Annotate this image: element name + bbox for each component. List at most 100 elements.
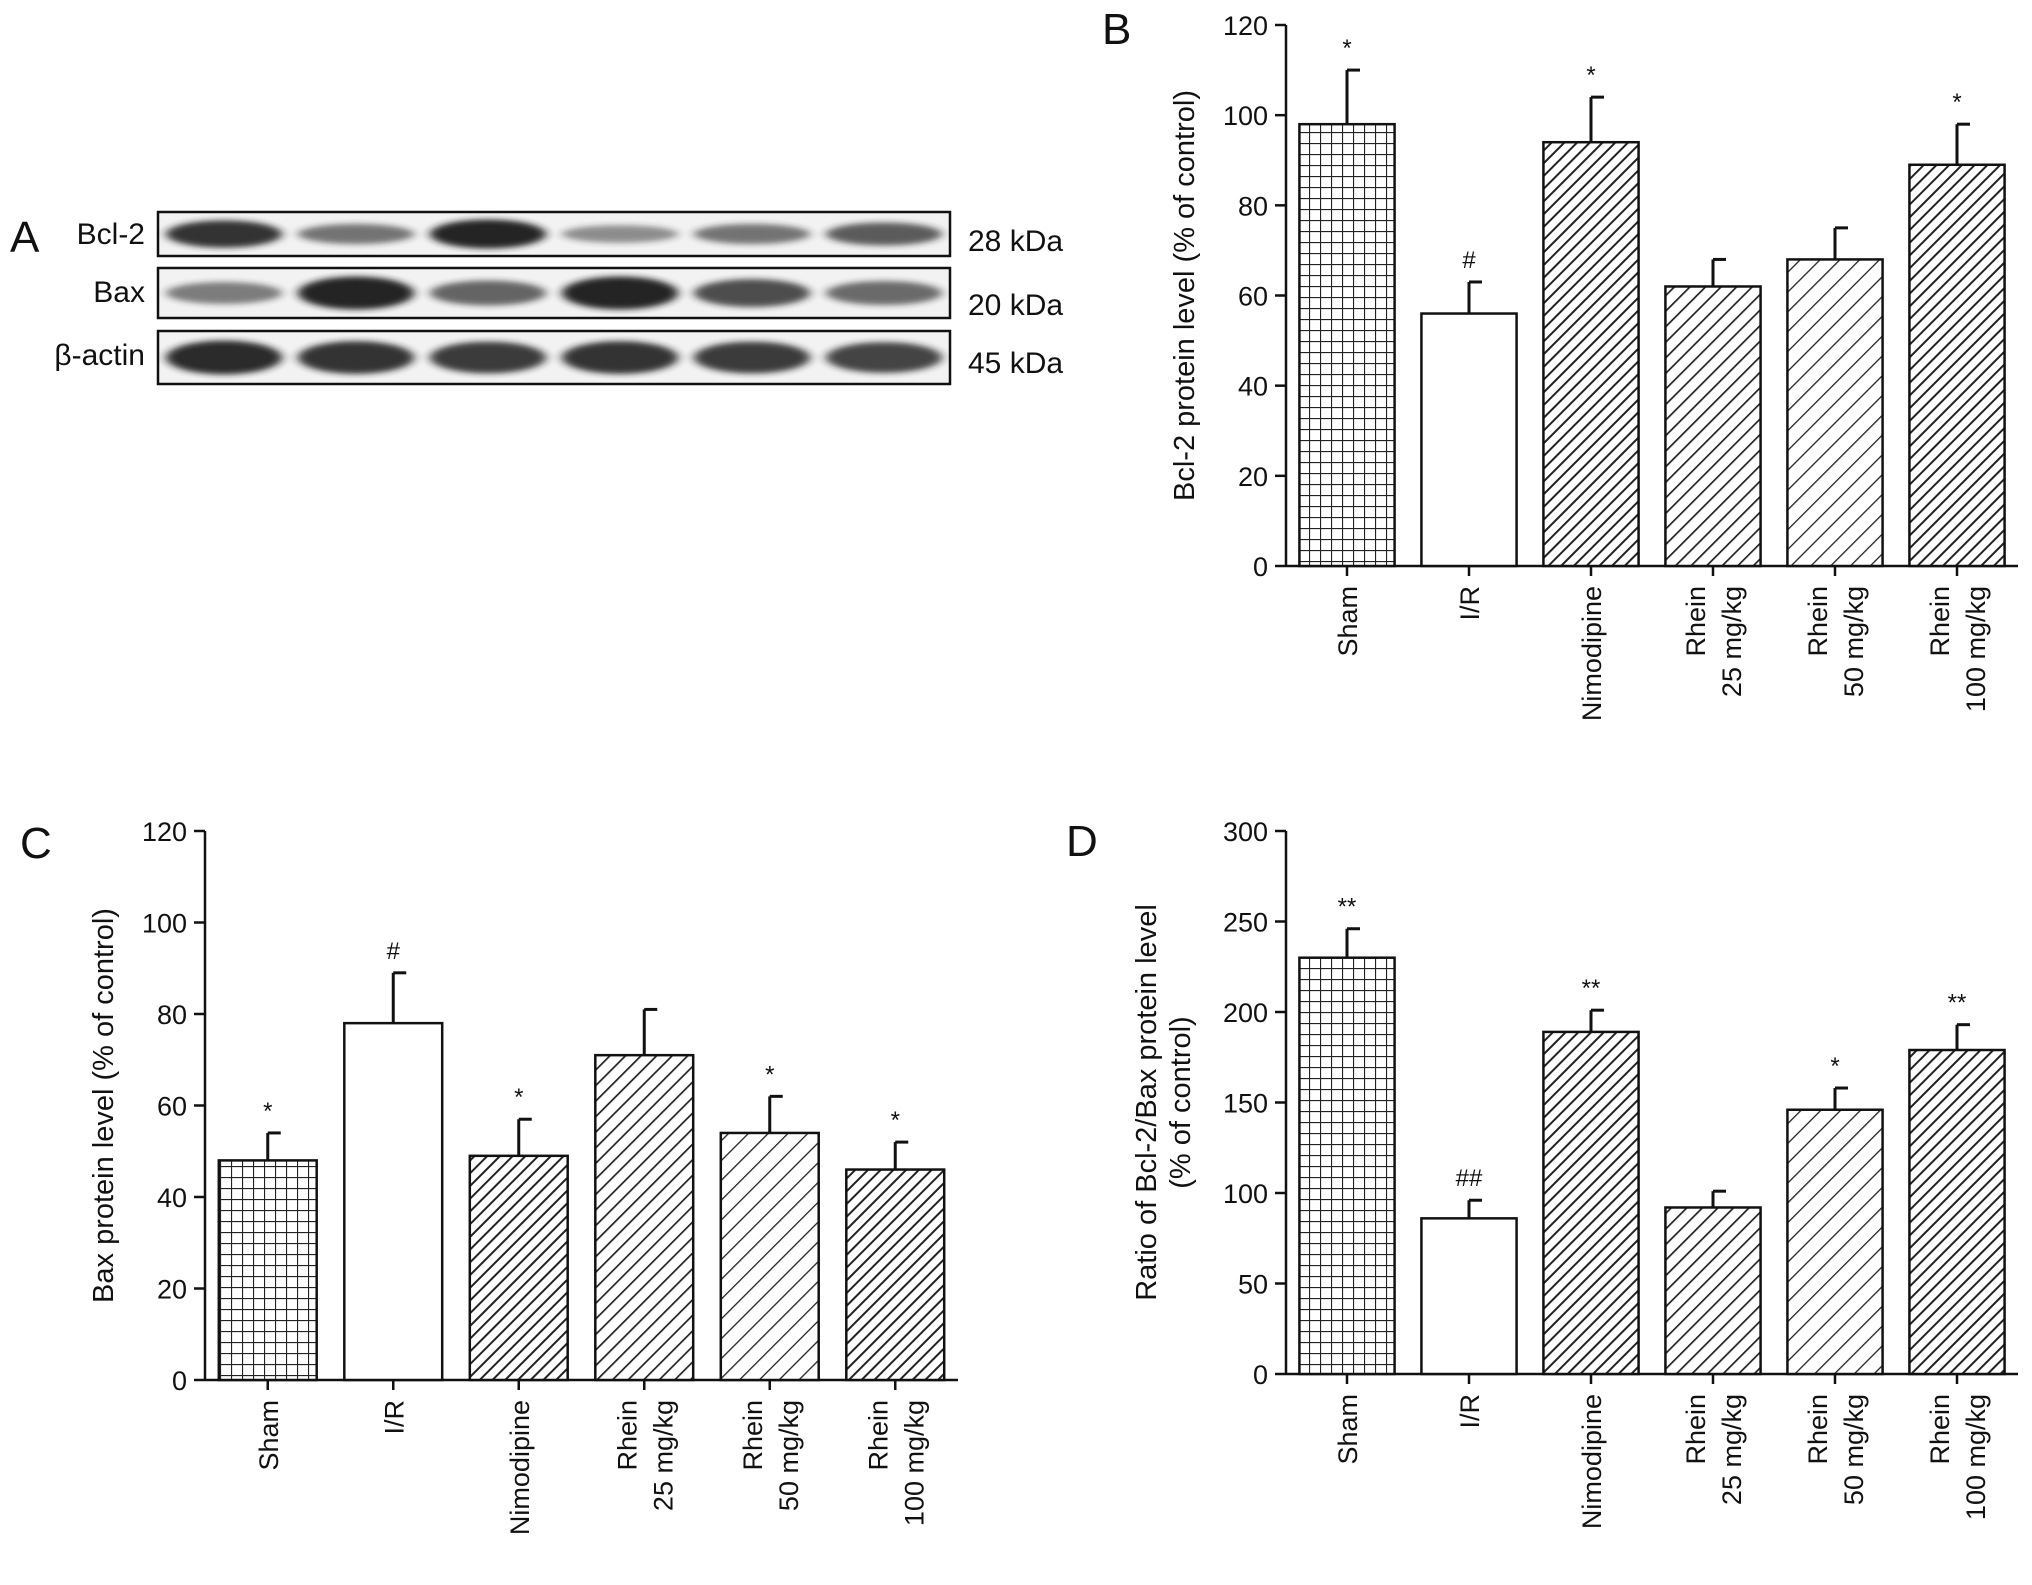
bar-b-rhein-100-mg-kg	[1908, 163, 2006, 568]
y-tick-label-b: 100	[1223, 101, 1268, 131]
x-category-label-c-rhein-100-mg-kg: Rhein	[863, 1400, 893, 1471]
significance-mark-c-rhein-50-mg-kg: *	[765, 1061, 774, 1088]
bar-d-nimodipine	[1542, 1030, 1640, 1376]
bar-c-sham	[217, 1159, 318, 1382]
x-category-label-d-nimodipine: Nimodipine	[1577, 1394, 1607, 1529]
x-category-label-b-rhein-25-mg-kg: Rhein	[1681, 586, 1711, 657]
x-category-label-c-i-r: I/R	[379, 1400, 409, 1435]
significance-mark-b-nimodipine: *	[1586, 62, 1595, 89]
bar-c-rhein-100-mg-kg	[845, 1168, 946, 1382]
blot-band-bcl-2-lane-5	[693, 223, 811, 245]
blot-band-actin-lane-1	[165, 340, 283, 375]
panel-letter-b: B	[1102, 5, 1131, 54]
bar-c-rhein-25-mg-kg	[594, 1053, 695, 1382]
y-axis-label-d: Ratio of Bcl-2/Bax protein level	[1131, 904, 1163, 1301]
blot-band-actin-lane-3	[429, 341, 547, 374]
y-tick-label-b: 0	[1253, 552, 1268, 582]
bar-d-rhein-100-mg-kg	[1908, 1048, 2006, 1376]
blot-band-bax-lane-1	[165, 282, 283, 304]
y-tick-label-d: 250	[1223, 908, 1268, 938]
x-category-label-c-rhein-100-mg-kg: 100 mg/kg	[899, 1400, 929, 1526]
bar-d-i-r	[1420, 1217, 1518, 1376]
significance-mark-d-sham: **	[1338, 894, 1357, 921]
y-tick-label-d: 150	[1223, 1089, 1268, 1119]
significance-mark-d-nimodipine: **	[1582, 975, 1601, 1002]
panel-letter-a: A	[10, 213, 40, 262]
chart-panel-c: 0 20 40 60 80 100 120 Bax protein level (% of c…	[88, 817, 958, 1535]
y-axis-label-c: Bax protein level (% of control)	[88, 908, 120, 1303]
bar-b-rhein-50-mg-kg	[1786, 258, 1884, 568]
x-category-label-c-nimodipine: Nimodipine	[505, 1400, 535, 1535]
y-tick-label-b: 120	[1223, 11, 1268, 41]
bar-b-sham	[1298, 122, 1396, 568]
bar-d-rhein-25-mg-kg	[1664, 1206, 1762, 1376]
y-axis-label-b: Bcl-2 protein level (% of control)	[1169, 90, 1201, 501]
y-tick-label-c: 40	[157, 1183, 187, 1213]
x-category-label-b-sham: Sham	[1333, 586, 1363, 657]
x-category-label-d-rhein-25-mg-kg: 25 mg/kg	[1717, 1394, 1747, 1505]
x-category-label-b-rhein-25-mg-kg: 25 mg/kg	[1717, 586, 1747, 697]
blot-band-bcl-2-lane-1	[165, 220, 283, 248]
blot-band-bcl-2-lane-3	[429, 219, 547, 249]
blot-label-bax: Bax	[93, 276, 145, 309]
significance-mark-c-rhein-100-mg-kg: *	[891, 1107, 900, 1134]
blot-band-bax-lane-6	[825, 281, 943, 305]
significance-mark-b-sham: *	[1342, 35, 1351, 62]
y-tick-label-c: 60	[157, 1092, 187, 1122]
y-tick-label-d: 100	[1223, 1179, 1268, 1209]
y-tick-label-b: 40	[1238, 372, 1268, 402]
blot-row-beta-actin: β-actin 45 kDa	[54, 329, 1063, 386]
y-tick-label-c: 0	[172, 1366, 187, 1396]
blot-band-actin-lane-5	[693, 341, 811, 374]
panel-letter-d: D	[1066, 817, 1098, 866]
x-category-label-c-rhein-25-mg-kg: Rhein	[612, 1400, 642, 1471]
x-category-label-d-rhein-50-mg-kg: 50 mg/kg	[1839, 1394, 1869, 1505]
blot-band-actin-lane-6	[825, 342, 943, 373]
x-category-label-d-rhein-100-mg-kg: 100 mg/kg	[1961, 1394, 1991, 1520]
western-blot: Bcl-2 28 kDa Bax 20 kDa β-actin 45 kDa	[54, 210, 1063, 386]
x-category-label-c-rhein-25-mg-kg: 25 mg/kg	[648, 1400, 678, 1511]
significance-mark-b-rhein-100-mg-kg: *	[1952, 89, 1961, 116]
blot-band-bax-lane-2	[297, 276, 415, 310]
significance-mark-d-rhein-50-mg-kg: *	[1830, 1053, 1839, 1080]
significance-mark-c-nimodipine: *	[514, 1084, 523, 1111]
y-tick-label-c: 100	[142, 909, 187, 939]
blot-band-bax-lane-3	[429, 280, 547, 306]
y-tick-label-c: 120	[142, 817, 187, 847]
x-category-label-c-rhein-50-mg-kg: Rhein	[738, 1400, 768, 1471]
bar-d-rhein-50-mg-kg	[1786, 1108, 1884, 1376]
y-tick-label-d: 0	[1253, 1360, 1268, 1390]
blot-row-bax: Bax 20 kDa	[93, 266, 1063, 322]
significance-mark-b-i-r: #	[1462, 247, 1476, 274]
significance-mark-c-sham: *	[263, 1098, 272, 1125]
y-tick-label-b: 60	[1238, 282, 1268, 312]
y-tick-label-d: 200	[1223, 998, 1268, 1028]
significance-mark-c-i-r: #	[387, 938, 401, 965]
bar-c-rhein-50-mg-kg	[719, 1131, 820, 1382]
blot-band-bax-lane-5	[693, 279, 811, 307]
blot-label-bcl2: Bcl-2	[77, 218, 145, 251]
chart-panel-b: 0 20 40 60 80 100 120 Bcl-2 protein level (% of…	[1169, 11, 2018, 721]
blot-band-actin-lane-4	[561, 341, 679, 374]
panel-letter-c: C	[20, 819, 52, 868]
x-category-label-c-sham: Sham	[254, 1400, 284, 1471]
y-tick-label-c: 20	[157, 1275, 187, 1305]
blot-band-bcl-2-lane-6	[825, 222, 943, 246]
x-category-label-d-rhein-100-mg-kg: Rhein	[1925, 1394, 1955, 1465]
blot-band-bcl-2-lane-2	[297, 223, 415, 245]
x-category-label-d-rhein-25-mg-kg: Rhein	[1681, 1394, 1711, 1465]
y-tick-label-c: 80	[157, 1000, 187, 1030]
blot-kda-bax: 20 kDa	[968, 289, 1063, 322]
y-axis-label-d: (% of control)	[1165, 1016, 1197, 1188]
x-category-label-b-rhein-100-mg-kg: Rhein	[1925, 586, 1955, 657]
blot-band-bcl-2-lane-4	[561, 225, 679, 243]
blot-label-beta-actin: β-actin	[54, 339, 145, 372]
y-tick-label-d: 50	[1238, 1270, 1268, 1300]
blot-band-actin-lane-2	[297, 341, 415, 374]
bar-b-rhein-25-mg-kg	[1664, 285, 1762, 568]
x-category-label-c-rhein-50-mg-kg: 50 mg/kg	[774, 1400, 804, 1511]
bar-c-nimodipine	[468, 1154, 569, 1382]
bar-b-i-r	[1420, 312, 1518, 568]
